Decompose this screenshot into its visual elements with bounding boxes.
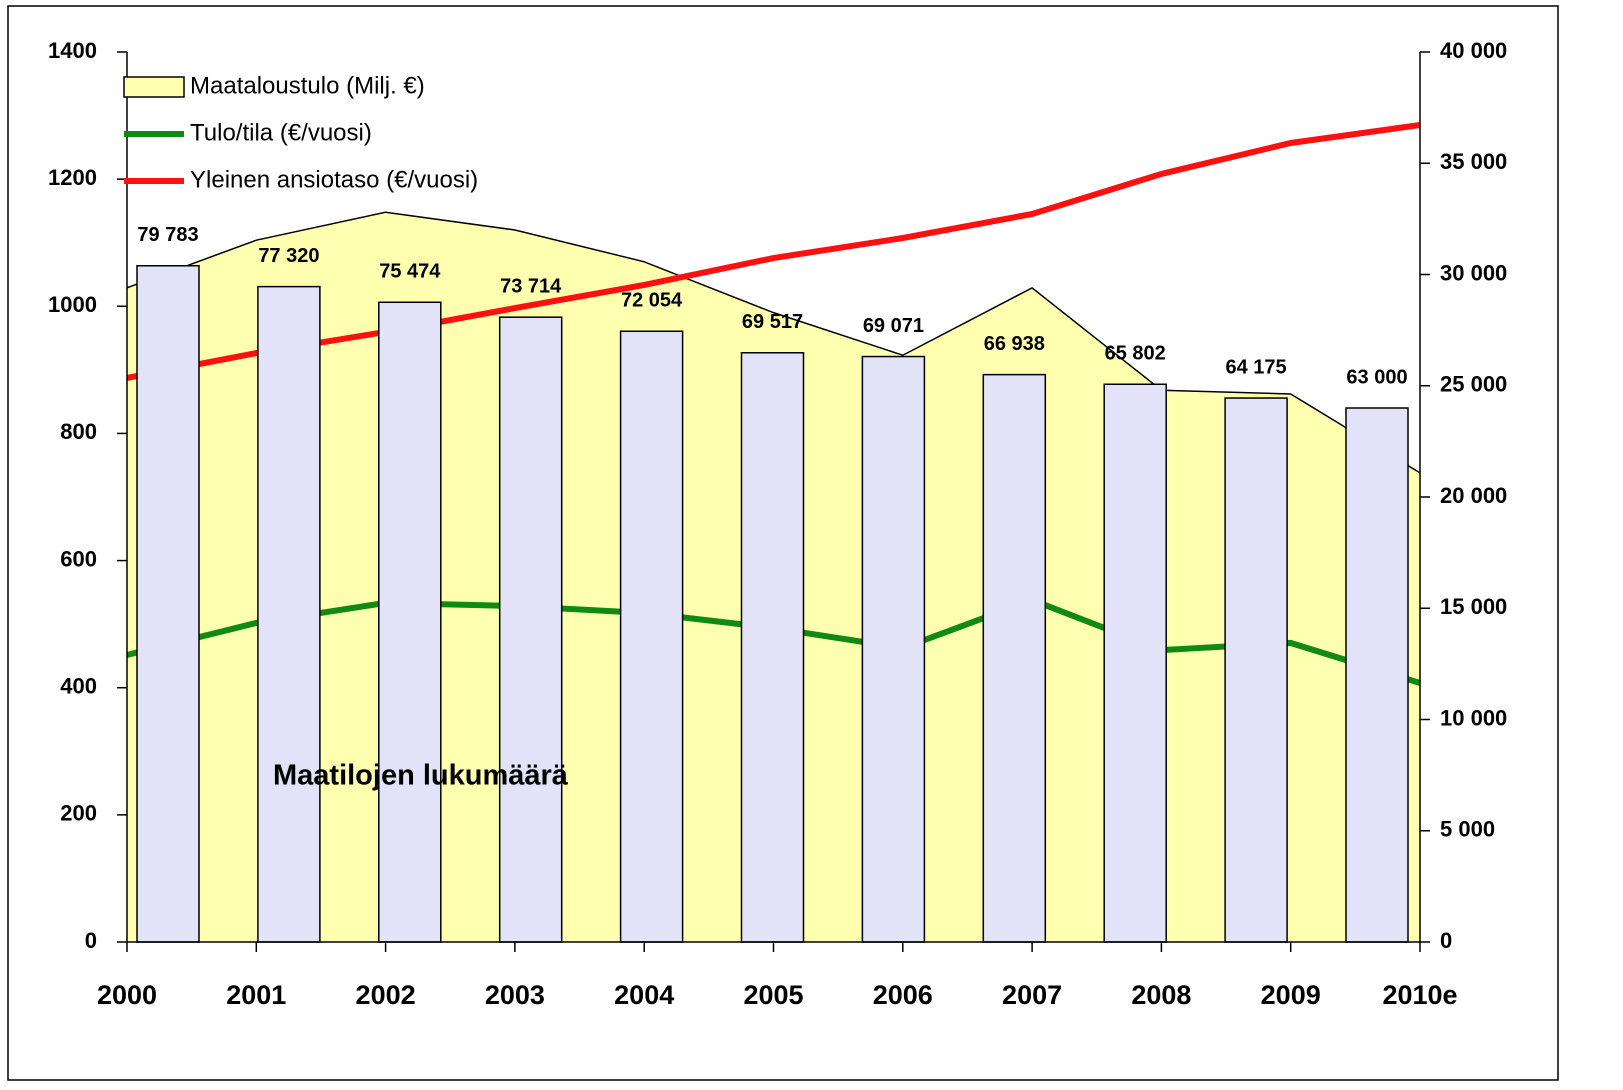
bar-value-label: 79 783 — [137, 224, 198, 246]
bar-value-label: 63 000 — [1346, 366, 1407, 388]
bar-value-label: 77 320 — [258, 245, 319, 267]
y-tick-label: 1400 — [48, 38, 97, 63]
x-tick-label: 2005 — [743, 980, 803, 1010]
legend-swatch — [123, 76, 185, 98]
legend-label: Maataloustulo (Milj. €) — [190, 72, 425, 99]
y-tick-label: 1000 — [48, 292, 97, 317]
bar-value-label: 73 714 — [500, 275, 562, 297]
bar-value-label: 69 517 — [742, 311, 803, 333]
y2-tick-label: 35 000 — [1440, 149, 1507, 174]
x-tick-label: 2004 — [614, 980, 674, 1010]
y2-tick-label: 0 — [1440, 928, 1452, 953]
y-tick-label: 0 — [85, 928, 97, 953]
y2-tick-label: 30 000 — [1440, 260, 1507, 285]
x-tick-label: 2000 — [97, 980, 157, 1010]
y2-tick-label: 25 000 — [1440, 372, 1507, 397]
y2-tick-label: 10 000 — [1440, 705, 1507, 730]
x-tick-label: 2008 — [1131, 980, 1191, 1010]
annotation: Maatilojen lukumäärä — [273, 760, 569, 792]
y2-tick-label: 20 000 — [1440, 483, 1507, 508]
bar-value-label: 72 054 — [621, 290, 683, 312]
bar-value-label: 69 071 — [863, 315, 924, 337]
y2-tick-label: 40 000 — [1440, 38, 1507, 63]
legend-label: Yleinen ansiotaso (€/vuosi) — [190, 166, 478, 193]
bar — [1224, 397, 1288, 943]
x-tick-label: 2006 — [873, 980, 933, 1010]
y-tick-label: 600 — [60, 546, 97, 571]
y-tick-label: 200 — [60, 801, 97, 826]
y-tick-label: 800 — [60, 419, 97, 444]
x-tick-label: 2007 — [1002, 980, 1062, 1010]
bar-value-label: 66 938 — [984, 333, 1045, 355]
legend-label: Tulo/tila (€/vuosi) — [190, 119, 372, 146]
y2-tick-label: 15 000 — [1440, 594, 1507, 619]
y-tick-label: 1200 — [48, 165, 97, 190]
bar — [1103, 383, 1167, 943]
bar — [740, 352, 805, 943]
bar — [1345, 407, 1409, 943]
chart-frame — [7, 5, 1559, 1081]
bar-value-label: 75 474 — [379, 261, 441, 283]
line — [126, 122, 1421, 381]
x-tick-label: 2002 — [356, 980, 416, 1010]
x-tick-label: 2010e — [1382, 980, 1457, 1010]
y2-tick-label: 5 000 — [1440, 817, 1495, 842]
x-tick-label: 2003 — [485, 980, 545, 1010]
bar — [861, 355, 926, 943]
bar-value-label: 65 802 — [1105, 343, 1166, 365]
bar — [498, 316, 563, 943]
y-tick-label: 400 — [60, 674, 97, 699]
bar — [982, 373, 1047, 943]
bar — [619, 330, 684, 943]
bar-value-label: 64 175 — [1226, 356, 1287, 378]
x-tick-label: 2001 — [226, 980, 286, 1010]
bar — [257, 285, 321, 943]
area-outline — [126, 211, 1421, 474]
bar — [136, 264, 200, 943]
bar — [378, 301, 442, 943]
x-tick-label: 2009 — [1261, 980, 1321, 1010]
